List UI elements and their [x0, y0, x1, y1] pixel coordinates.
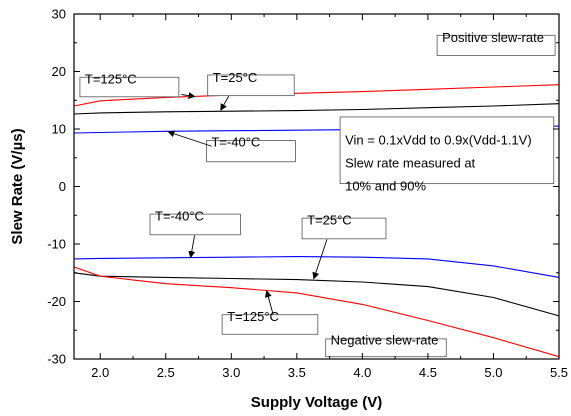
- series-line-3: [73, 256, 560, 278]
- annotation-box-2: [205, 140, 296, 163]
- annotation-5: T=125°C: [221, 290, 319, 335]
- annotation-6: Positive slew-rate: [436, 30, 556, 56]
- annotation-arrow-4: [312, 239, 328, 280]
- annotation-layer: T=125°C T=25°C T=-40°C T=-40°C T=25°C T=125°C…: [79, 30, 556, 358]
- y-tick-label: 30: [52, 7, 66, 22]
- annotation-text-1: T=25°C: [213, 70, 258, 85]
- x-tick-label: 4.0: [353, 365, 371, 380]
- x-tick-label: 4.5: [419, 365, 437, 380]
- series-layer: [73, 84, 560, 358]
- annotation-2: T=-40°C: [167, 130, 296, 163]
- annotation-text-2: T=-40°C: [211, 134, 260, 149]
- axes-layer: 2.0 2.5 3.0 3.5 4.0 4.5 5.0 5.5 -30 -20 -10 0 10 20 30: [47, 7, 568, 381]
- annotation-text-8-0: Vin = 0.1xVdd to 0.9x(Vdd-1.1V): [345, 133, 532, 148]
- annotation-text-0: T=125°C: [85, 72, 137, 87]
- x-tick-label: 5.5: [550, 365, 568, 380]
- annotation-text-5: T=125°C: [227, 309, 279, 324]
- annotation-text-3: T=-40°C: [155, 208, 204, 223]
- annotation-4: T=25°C: [301, 212, 387, 280]
- x-tick-label: 3.5: [288, 365, 306, 380]
- y-tick-label: 10: [52, 122, 66, 137]
- series-line-4: [73, 272, 560, 317]
- annotation-8: Vin = 0.1xVdd to 0.9x(Vdd-1.1V) Slew rate…: [339, 116, 555, 194]
- annotation-box-8: [339, 116, 555, 185]
- annotation-box-3: [149, 213, 241, 236]
- annotation-arrow-1: [220, 96, 230, 111]
- y-tick-label: -10: [47, 237, 66, 252]
- series-line-5: [73, 266, 560, 358]
- series-line-0: [73, 84, 560, 107]
- annotation-arrow-2: [167, 130, 212, 147]
- annotation-0: T=125°C: [79, 72, 196, 100]
- annotation-arrow-3: [188, 235, 196, 259]
- y-tick-label: -30: [47, 352, 66, 367]
- plot-frame: [73, 13, 560, 360]
- x-tick-label: 2.0: [91, 365, 109, 380]
- annotation-text-8-2: 10% and 90%: [345, 179, 426, 194]
- annotation-text-7: Negative slew-rate: [331, 333, 439, 348]
- annotation-text-6: Positive slew-rate: [442, 30, 544, 45]
- annotation-arrow-5: [264, 290, 274, 315]
- y-tick-label: 0: [59, 179, 66, 194]
- annotation-7: Negative slew-rate: [325, 333, 447, 358]
- y-tick-label: 20: [52, 64, 66, 79]
- y-tick-label: -20: [47, 294, 66, 309]
- annotation-text-8-1: Slew rate measured at: [345, 156, 475, 171]
- annotation-1: T=25°C: [207, 70, 295, 111]
- x-axis-title: Supply Voltage (V): [251, 394, 382, 411]
- annotation-box-5: [221, 314, 319, 335]
- annotation-3: T=-40°C: [149, 208, 241, 259]
- series-line-1: [73, 103, 560, 115]
- annotation-box-0: [79, 76, 180, 98]
- x-tick-label: 3.0: [222, 365, 240, 380]
- y-axis-title: Slew Rate (V/µs): [9, 128, 26, 244]
- annotation-box-6: [436, 34, 556, 56]
- annotation-box-7: [325, 338, 447, 358]
- x-tick-label: 5.0: [484, 365, 502, 380]
- annotation-box-4: [301, 217, 387, 240]
- annotation-text-4: T=25°C: [307, 212, 352, 227]
- annotation-arrow-0: [181, 92, 196, 100]
- x-tick-label: 2.5: [157, 365, 175, 380]
- annotation-box-1: [207, 74, 295, 97]
